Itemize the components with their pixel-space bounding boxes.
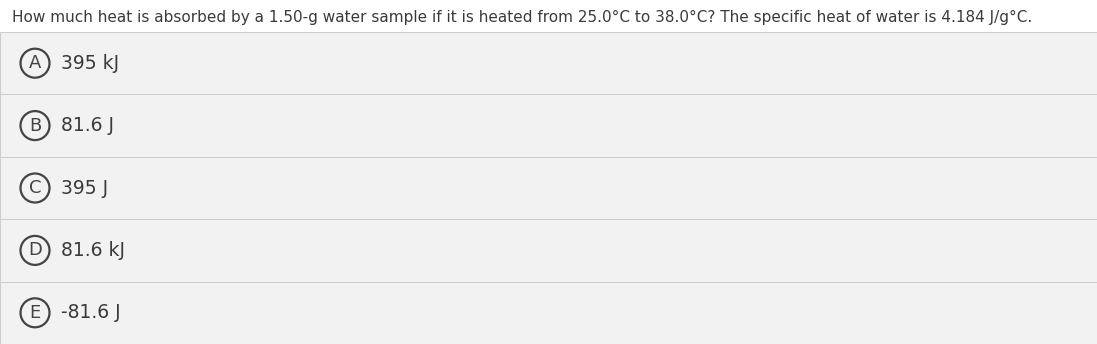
Text: How much heat is absorbed by a 1.50-g water sample if it is heated from 25.0°C t: How much heat is absorbed by a 1.50-g wa… <box>12 10 1032 25</box>
Bar <box>0 32 1097 94</box>
Text: -81.6 J: -81.6 J <box>61 303 121 322</box>
Text: B: B <box>29 117 41 135</box>
Bar <box>0 157 1097 219</box>
Bar <box>0 219 1097 282</box>
Bar <box>0 282 1097 344</box>
Bar <box>0 94 1097 157</box>
Text: 395 kJ: 395 kJ <box>61 54 120 73</box>
Text: 395 J: 395 J <box>61 179 109 197</box>
Text: E: E <box>30 304 41 322</box>
Text: 81.6 J: 81.6 J <box>61 116 114 135</box>
Text: D: D <box>29 241 42 259</box>
Text: A: A <box>29 54 42 72</box>
Text: 81.6 kJ: 81.6 kJ <box>61 241 125 260</box>
Text: C: C <box>29 179 42 197</box>
